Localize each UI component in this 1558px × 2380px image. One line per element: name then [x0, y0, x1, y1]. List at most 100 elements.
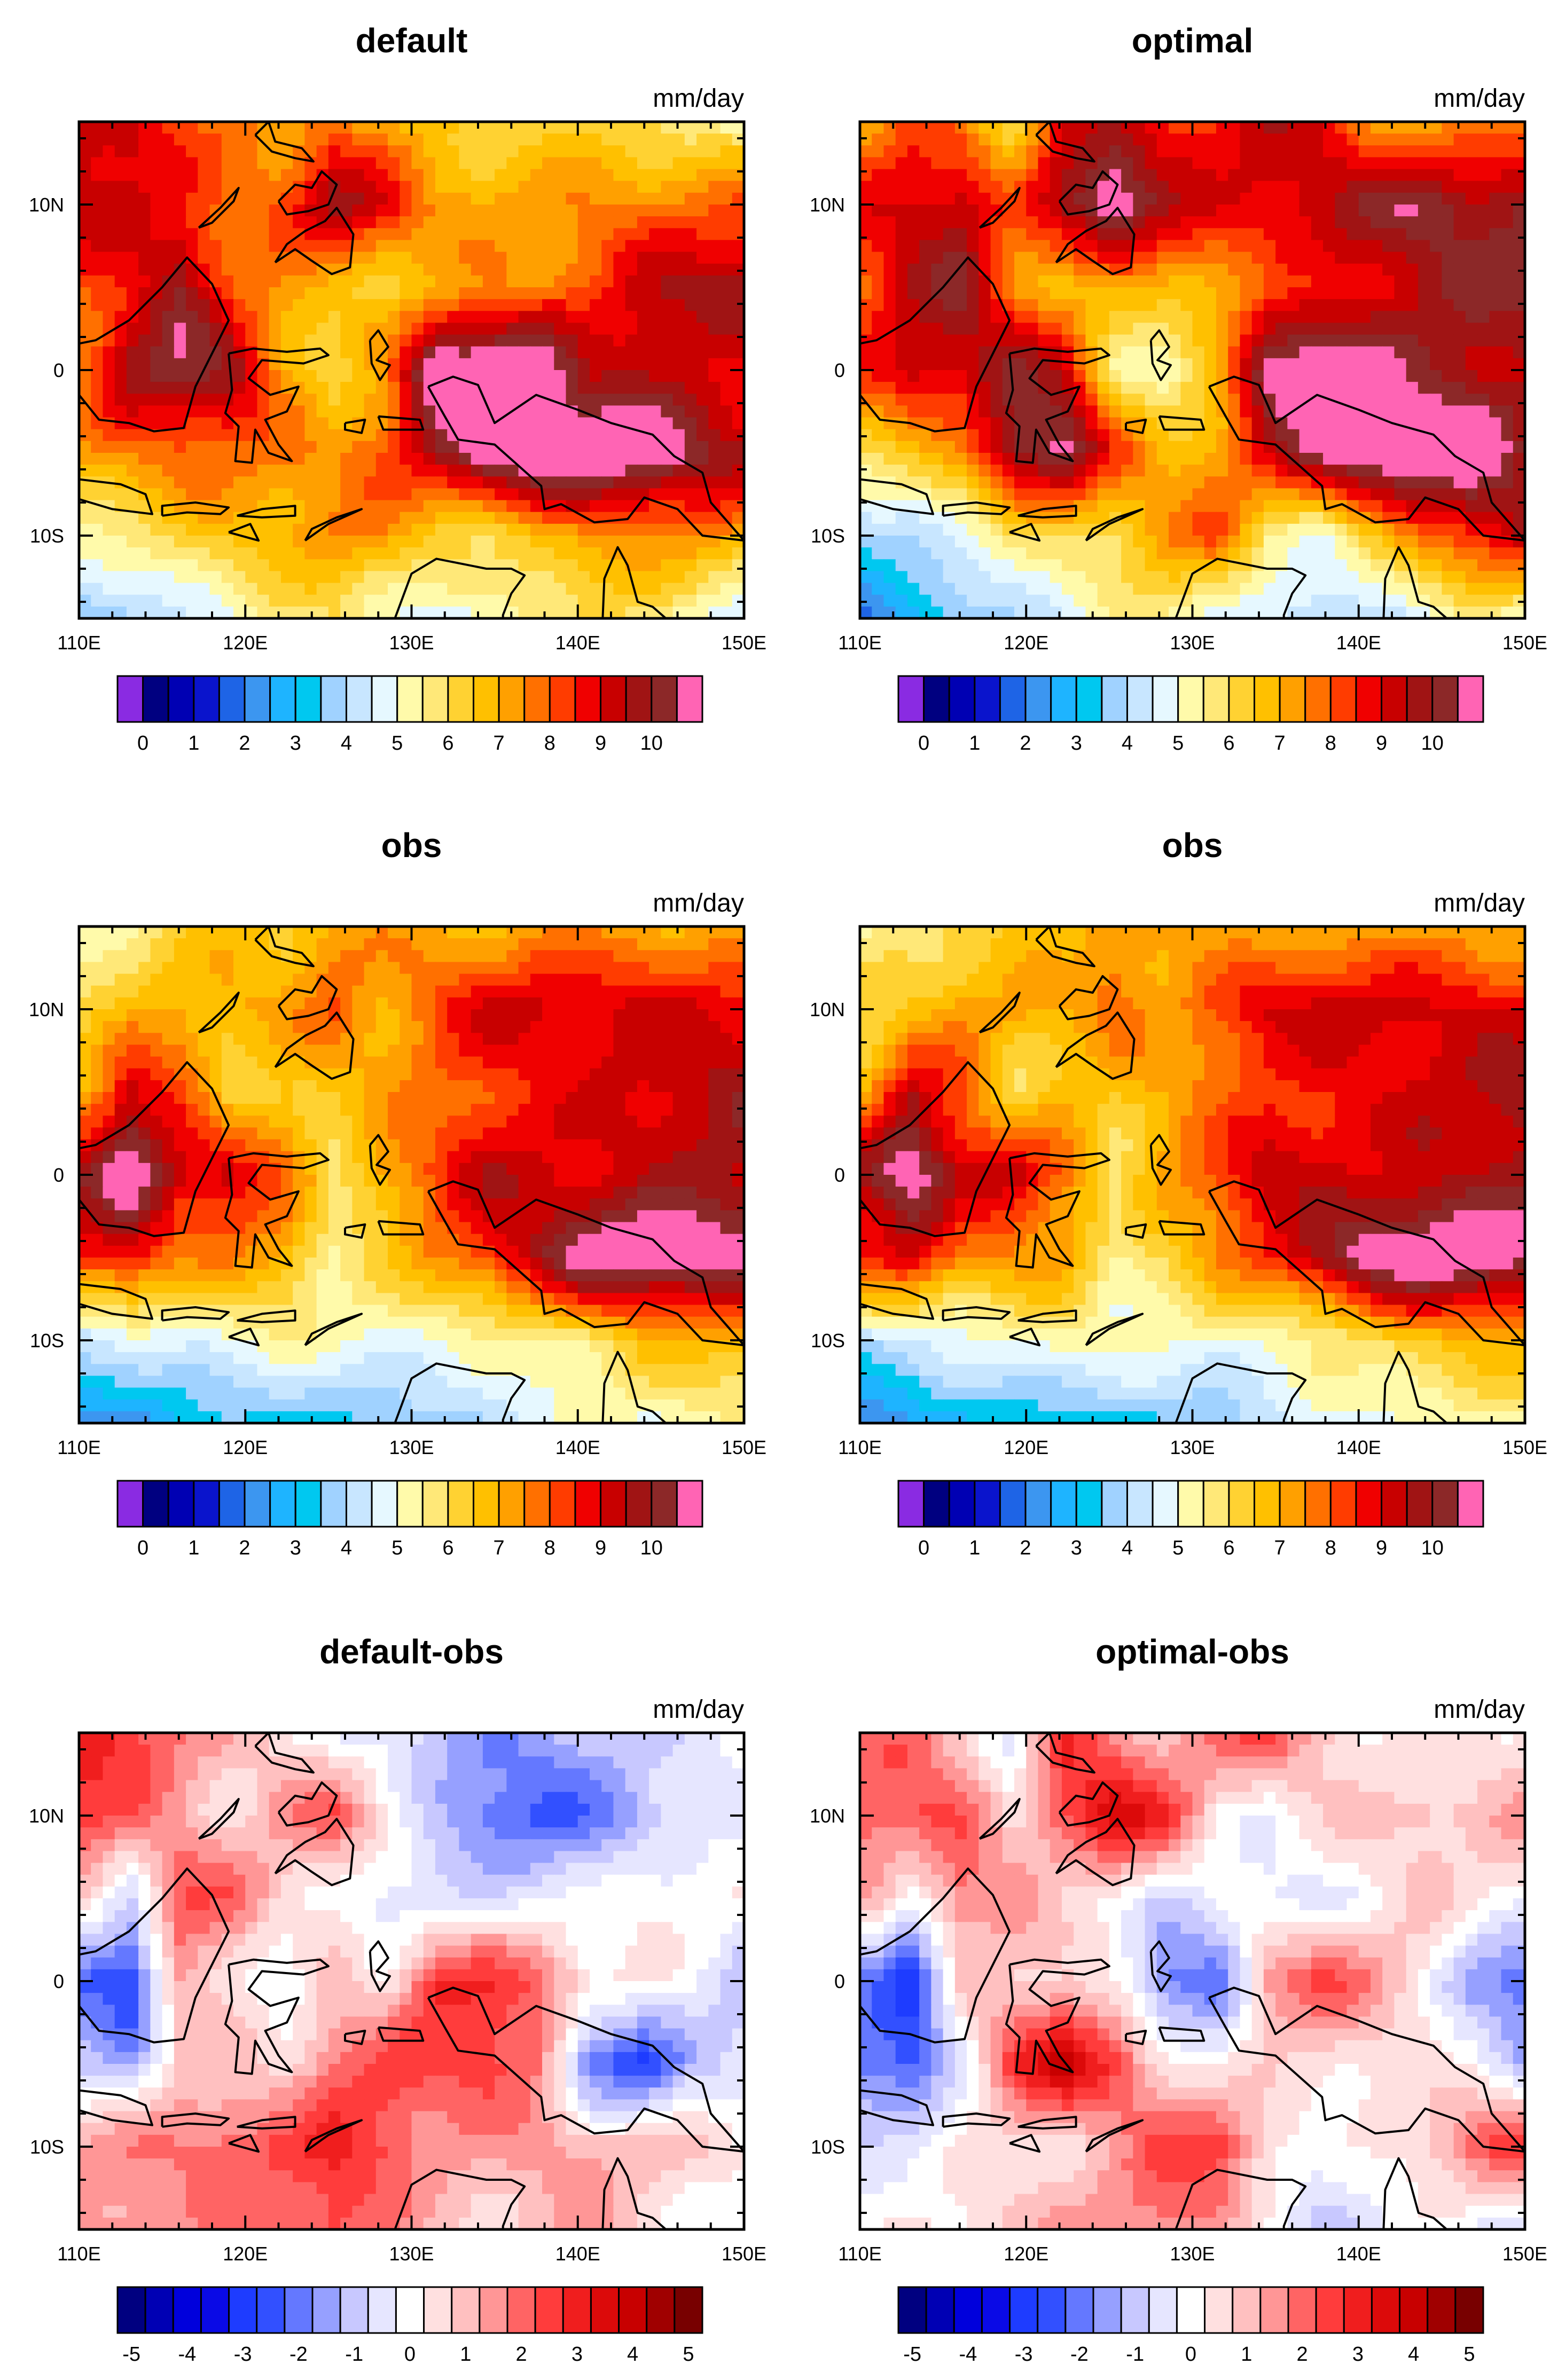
heatmap-cell: [1228, 275, 1241, 288]
heatmap-cell: [1061, 465, 1074, 477]
heatmap-cell: [625, 299, 638, 312]
heatmap-cell: [1038, 228, 1051, 241]
heatmap-cell: [1406, 512, 1419, 524]
heatmap-cell: [245, 287, 258, 300]
heatmap-cell: [696, 169, 709, 182]
heatmap-cell: [613, 370, 626, 382]
heatmap-cell: [1156, 145, 1169, 158]
heatmap-cell: [883, 571, 896, 584]
heatmap-cell: [589, 594, 602, 607]
heatmap-cell: [471, 311, 483, 324]
heatmap-cell: [1358, 169, 1371, 182]
heatmap-cell: [162, 417, 175, 430]
heatmap-cell: [293, 205, 306, 217]
heatmap-cell: [495, 180, 507, 193]
heatmap-cell: [684, 382, 697, 395]
heatmap-cell: [1299, 488, 1312, 501]
heatmap-cell: [1002, 476, 1015, 489]
heatmap-cell: [435, 500, 448, 513]
heatmap-cell: [872, 583, 884, 595]
heatmap-cell: [637, 192, 649, 205]
heatmap-cell: [91, 122, 104, 134]
heatmap-cell: [1097, 311, 1110, 324]
heatmap-cell: [1192, 205, 1205, 217]
heatmap-cell: [411, 441, 424, 453]
heatmap-cell: [1263, 216, 1276, 229]
heatmap-cell: [649, 453, 662, 465]
heatmap-cell: [1145, 205, 1157, 217]
colorbar-swatch: [1152, 675, 1179, 723]
heatmap-cell: [1394, 500, 1407, 513]
heatmap-cell: [150, 417, 163, 430]
heatmap-cell: [1204, 465, 1217, 477]
heatmap-cell: [138, 536, 151, 548]
heatmap-cell: [967, 192, 980, 205]
heatmap-cell: [566, 571, 578, 584]
heatmap-cell: [530, 205, 543, 217]
heatmap-cell: [375, 488, 388, 501]
heatmap-cell: [967, 169, 980, 182]
heatmap-cell: [1430, 216, 1443, 229]
heatmap-cell: [1109, 453, 1122, 465]
heatmap-cell: [1465, 417, 1478, 430]
heatmap-cell: [518, 536, 531, 548]
heatmap-cell: [1382, 252, 1395, 264]
heatmap-cell: [954, 382, 967, 395]
heatmap-cell: [1311, 500, 1324, 513]
heatmap-cell: [388, 334, 401, 347]
heatmap-cell: [1323, 441, 1336, 453]
heatmap-cell: [174, 157, 186, 170]
heatmap-cell: [1050, 523, 1062, 536]
heatmap-cell: [79, 252, 92, 264]
heatmap-cell: [79, 453, 92, 465]
heatmap-cell: [1121, 500, 1134, 513]
heatmap-cell: [978, 145, 991, 158]
heatmap-cell: [708, 476, 721, 489]
heatmap-cell: [103, 205, 115, 217]
heatmap-cell: [1133, 228, 1146, 241]
heatmap-cell: [103, 334, 115, 347]
heatmap-cell: [245, 571, 258, 584]
heatmap-cell: [1394, 394, 1407, 406]
heatmap-cell: [990, 594, 1003, 607]
heatmap-cell: [1442, 465, 1454, 477]
heatmap-cell: [1050, 547, 1062, 560]
heatmap-cell: [114, 441, 127, 453]
heatmap-cell: [1038, 394, 1051, 406]
heatmap-cell: [1489, 417, 1502, 430]
heatmap-cell: [1513, 133, 1525, 146]
heatmap-cell: [978, 488, 991, 501]
heatmap-cell: [708, 157, 721, 170]
heatmap-cell: [661, 192, 674, 205]
heatmap-cell: [919, 429, 932, 442]
heatmap-cell: [221, 547, 234, 560]
heatmap-cell: [577, 382, 590, 395]
heatmap-cell: [1406, 192, 1419, 205]
heatmap-cell: [482, 571, 495, 584]
heatmap-cell: [589, 453, 602, 465]
heatmap-cell: [895, 180, 908, 193]
heatmap-cell: [1275, 523, 1288, 536]
heatmap-cell: [1501, 228, 1514, 241]
heatmap-cell: [316, 311, 329, 324]
heatmap-cell: [1228, 133, 1241, 146]
heatmap-cell: [1323, 263, 1336, 276]
heatmap-cell: [1453, 122, 1466, 134]
heatmap-cell: [1263, 417, 1276, 430]
heatmap-cell: [1240, 323, 1252, 335]
heatmap-cell: [1026, 157, 1039, 170]
heatmap-cell: [495, 205, 507, 217]
heatmap-cell: [696, 240, 709, 253]
heatmap-cell: [388, 523, 401, 536]
heatmap-cell: [233, 500, 246, 513]
heatmap-cell: [447, 145, 460, 158]
heatmap-cell: [1026, 512, 1039, 524]
coastline: [1158, 415, 1205, 431]
heatmap-cell: [943, 240, 956, 253]
coastline: [1035, 122, 1095, 163]
heatmap-cell: [257, 571, 270, 584]
heatmap-cell: [649, 169, 662, 182]
heatmap-cell: [435, 488, 448, 501]
heatmap-cell: [388, 133, 401, 146]
heatmap-cell: [1251, 192, 1264, 205]
